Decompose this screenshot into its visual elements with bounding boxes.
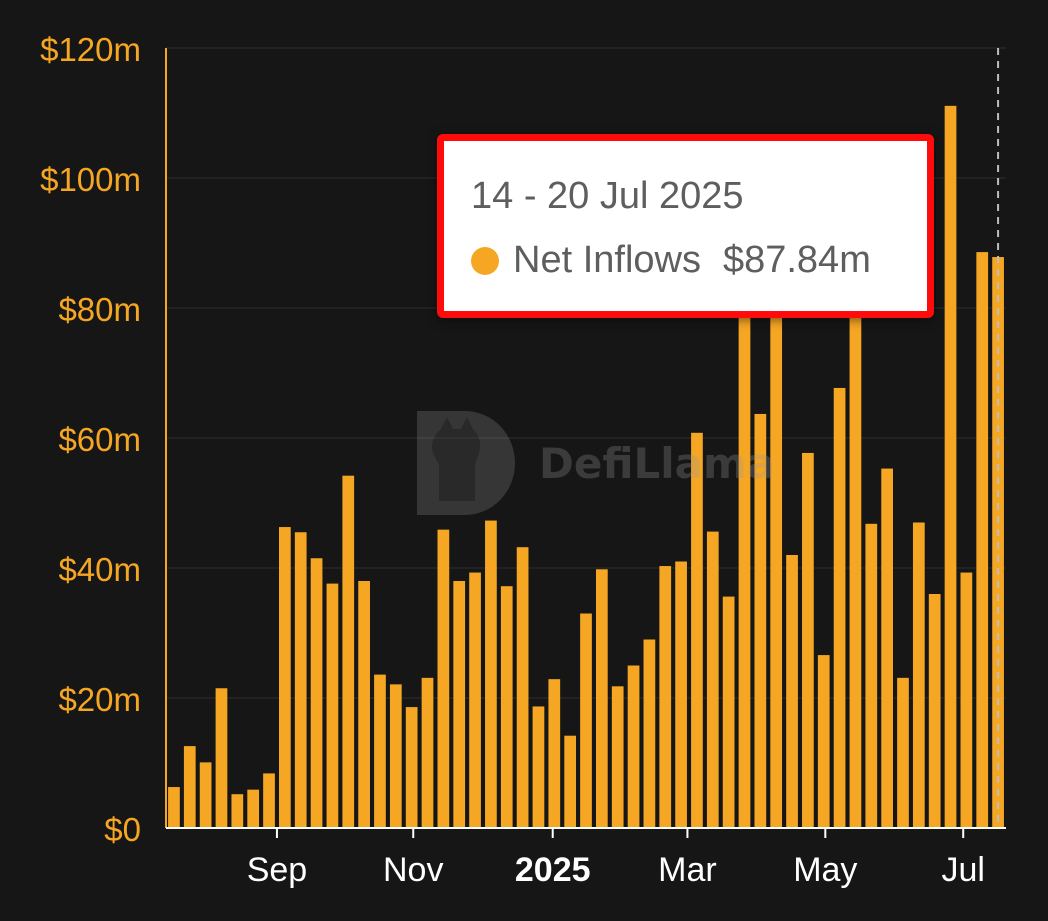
y-axis-tick-labels: $0 $20m $40m $60m $80m $100m $120m bbox=[40, 31, 141, 848]
bar[interactable] bbox=[722, 596, 735, 828]
tooltip-date: 14 - 20 Jul 2025 bbox=[471, 175, 744, 217]
bar[interactable] bbox=[944, 105, 957, 829]
bar[interactable] bbox=[358, 581, 370, 828]
bar[interactable] bbox=[881, 468, 893, 828]
bar[interactable] bbox=[706, 531, 719, 828]
bar[interactable] bbox=[595, 569, 608, 828]
bar[interactable] bbox=[833, 387, 846, 828]
y-tick-label: $20m bbox=[58, 681, 141, 718]
bar[interactable] bbox=[754, 413, 767, 828]
x-tick-label: May bbox=[793, 851, 857, 889]
bar[interactable] bbox=[960, 572, 973, 828]
bar[interactable] bbox=[580, 613, 592, 829]
bar[interactable] bbox=[865, 523, 878, 828]
watermark-text: DefiLlama bbox=[539, 438, 776, 488]
bar[interactable] bbox=[294, 532, 307, 828]
x-tick-label: 2025 bbox=[515, 851, 591, 889]
tooltip-series-label: Net Inflows bbox=[513, 239, 701, 281]
bars bbox=[168, 105, 1004, 829]
defillama-logo-icon bbox=[417, 411, 515, 515]
bar[interactable] bbox=[738, 308, 751, 828]
y-tick-label: $0 bbox=[104, 811, 141, 848]
x-tick-label: Sep bbox=[247, 851, 308, 889]
bar[interactable] bbox=[691, 432, 703, 828]
y-tick-label: $60m bbox=[58, 421, 141, 458]
bar[interactable] bbox=[199, 762, 212, 828]
bar[interactable] bbox=[802, 452, 814, 828]
bar[interactable] bbox=[421, 677, 434, 828]
axes bbox=[165, 48, 1006, 829]
bar[interactable] bbox=[342, 475, 355, 828]
bar[interactable] bbox=[437, 529, 450, 828]
bar[interactable] bbox=[627, 665, 640, 829]
bar[interactable] bbox=[817, 655, 830, 828]
bar[interactable] bbox=[770, 308, 783, 828]
bar[interactable] bbox=[326, 583, 339, 828]
bar[interactable] bbox=[675, 561, 687, 829]
bar[interactable] bbox=[485, 520, 497, 828]
x-tick-label: Nov bbox=[383, 851, 443, 889]
chart-tooltip: 14 - 20 Jul 2025 Net Inflows $87.84m bbox=[437, 134, 934, 318]
bar[interactable] bbox=[976, 252, 989, 829]
tooltip-value: $87.84m bbox=[722, 239, 871, 281]
bar[interactable] bbox=[500, 586, 513, 828]
bar[interactable] bbox=[564, 735, 577, 828]
bar[interactable] bbox=[168, 787, 180, 828]
x-tick-label: Mar bbox=[658, 851, 717, 889]
bar[interactable] bbox=[928, 594, 941, 828]
bar[interactable] bbox=[453, 581, 466, 828]
x-axis-tick-labels: Sep Nov 2025 Mar May Jul bbox=[247, 828, 985, 889]
bar[interactable] bbox=[659, 566, 672, 828]
bar[interactable] bbox=[897, 677, 909, 828]
bar[interactable] bbox=[374, 674, 386, 828]
bar[interactable] bbox=[643, 639, 656, 829]
bar[interactable] bbox=[532, 706, 545, 828]
bar[interactable] bbox=[405, 707, 418, 828]
bar[interactable] bbox=[215, 688, 228, 828]
x-tick-label: Jul bbox=[941, 851, 984, 889]
bar[interactable] bbox=[516, 547, 529, 828]
y-tick-label: $100m bbox=[40, 161, 141, 198]
bar[interactable] bbox=[247, 789, 260, 828]
defillama-watermark: DefiLlama bbox=[413, 403, 775, 523]
bar[interactable] bbox=[231, 794, 244, 828]
bar[interactable] bbox=[183, 746, 196, 828]
bar[interactable] bbox=[912, 522, 925, 829]
bar[interactable] bbox=[389, 684, 402, 828]
bar[interactable] bbox=[611, 686, 624, 828]
bar[interactable] bbox=[548, 679, 561, 828]
tooltip-series-row: Net Inflows $87.84m bbox=[471, 239, 871, 282]
series-dot-icon bbox=[471, 246, 499, 275]
bar[interactable] bbox=[310, 558, 323, 828]
bar[interactable] bbox=[849, 308, 862, 828]
y-tick-label: $120m bbox=[40, 31, 141, 68]
y-tick-label: $80m bbox=[58, 291, 141, 328]
bar[interactable] bbox=[279, 527, 291, 828]
bar[interactable] bbox=[786, 555, 798, 828]
bar[interactable] bbox=[263, 773, 275, 828]
bar[interactable] bbox=[469, 572, 481, 828]
y-tick-label: $40m bbox=[58, 551, 141, 588]
